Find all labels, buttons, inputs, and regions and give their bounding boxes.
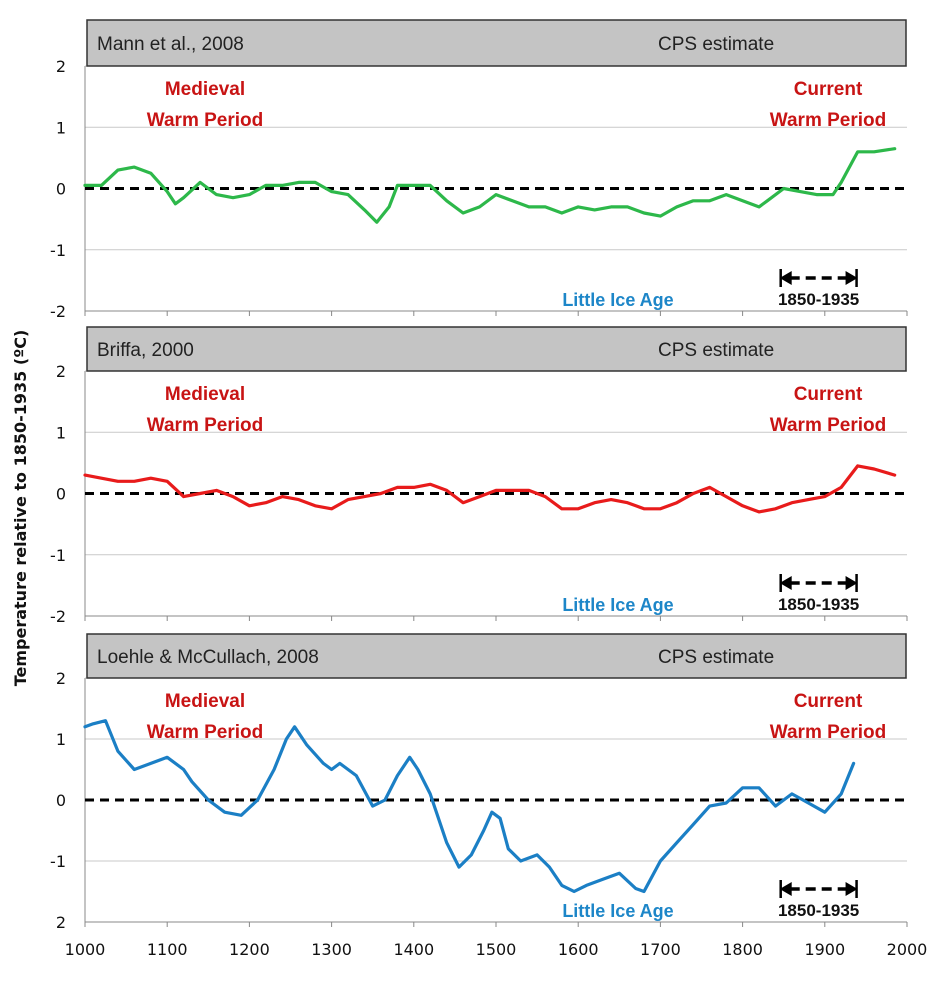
x-tick-label: 1600 [558, 940, 599, 959]
x-tick-label: 1500 [476, 940, 517, 959]
range-label: 1850-1935 [778, 901, 859, 920]
panel-title-box [86, 19, 907, 67]
little-ice-age-label: Little Ice Age [562, 595, 673, 615]
range-arrowhead-right [845, 882, 858, 896]
panel-title: Loehle & McCullach, 2008 [97, 647, 319, 668]
current-label-line2: Warm Period [770, 722, 887, 743]
x-tick-label: 1100 [147, 940, 188, 959]
medieval-label-line2: Warm Period [147, 722, 264, 743]
y-tick-label: 1 [56, 730, 66, 749]
y-tick-label: 2 [56, 669, 66, 688]
little-ice-age-label: Little Ice Age [562, 901, 673, 921]
x-tick-label: 1000 [65, 940, 106, 959]
panel-estimate-label: CPS estimate [658, 340, 774, 361]
medieval-label-line2: Warm Period [147, 110, 264, 131]
temperature-series-line [83, 719, 856, 894]
current-label-line1: Current [794, 384, 863, 405]
panel-estimate-label: CPS estimate [658, 34, 774, 55]
temperature-series-line [83, 147, 897, 224]
current-label-line1: Current [794, 79, 863, 100]
medieval-label-line1: Medieval [165, 384, 245, 405]
panel-title: Briffa, 2000 [97, 340, 194, 361]
medieval-label-line2: Warm Period [147, 415, 264, 436]
current-label-line1: Current [794, 691, 863, 712]
y-tick-label: -1 [50, 852, 66, 871]
temperature-series-line [83, 464, 897, 514]
x-tick-label: 2000 [887, 940, 928, 959]
y-tick-label: -2 [50, 607, 66, 626]
panel-estimate-label: CPS estimate [658, 647, 774, 668]
panel-title-box [86, 326, 907, 372]
x-tick-label: 1700 [640, 940, 681, 959]
range-arrowhead-left [779, 271, 792, 285]
medieval-label-line1: Medieval [165, 79, 245, 100]
x-tick-label: 1300 [311, 940, 352, 959]
x-tick-label: 1200 [229, 940, 270, 959]
y-tick-label: 2 [56, 57, 66, 76]
range-label: 1850-1935 [778, 290, 859, 309]
current-label-line2: Warm Period [770, 110, 887, 131]
y-tick-label: 2 [56, 362, 66, 381]
x-tick-label: 1900 [804, 940, 845, 959]
little-ice-age-label: Little Ice Age [562, 290, 673, 310]
y-tick-label: 1 [56, 423, 66, 442]
y-axis-label: Temperature relative to 1850-1935 (ºC) [11, 330, 30, 687]
y-tick-label: 0 [56, 791, 66, 810]
current-label-line2: Warm Period [770, 415, 887, 436]
y-tick-label: 0 [56, 485, 66, 504]
panel-title: Mann et al., 2008 [97, 34, 244, 55]
range-label: 1850-1935 [778, 595, 859, 614]
y-tick-label: -1 [50, 546, 66, 565]
y-tick-label: 0 [56, 180, 66, 199]
panel-3: 2 1 0 -1 2 Loehle & McCullach, 2008 CPS estima… [50, 633, 908, 932]
y-tick-label: -1 [50, 241, 66, 260]
y-tick-label: -2 [50, 302, 66, 321]
range-arrowhead-left [779, 576, 792, 590]
range-arrowhead-left [779, 882, 792, 896]
y-tick-label: 2 [56, 913, 66, 932]
panel-2: 2 1 0 -1 -2 Briffa, 2000 CPS estimate Medieval W… [50, 326, 908, 626]
panel-title-box [86, 633, 907, 679]
range-arrowhead-right [845, 271, 858, 285]
y-tick-label: 1 [56, 118, 66, 137]
range-arrowhead-right [845, 576, 858, 590]
x-tick-label: 1800 [722, 940, 763, 959]
panel-1: 2 1 0 -1 -2 Mann et al., 2008 CPS estimate Medi… [50, 19, 908, 321]
x-tick-label: 1400 [393, 940, 434, 959]
medieval-label-line1: Medieval [165, 691, 245, 712]
